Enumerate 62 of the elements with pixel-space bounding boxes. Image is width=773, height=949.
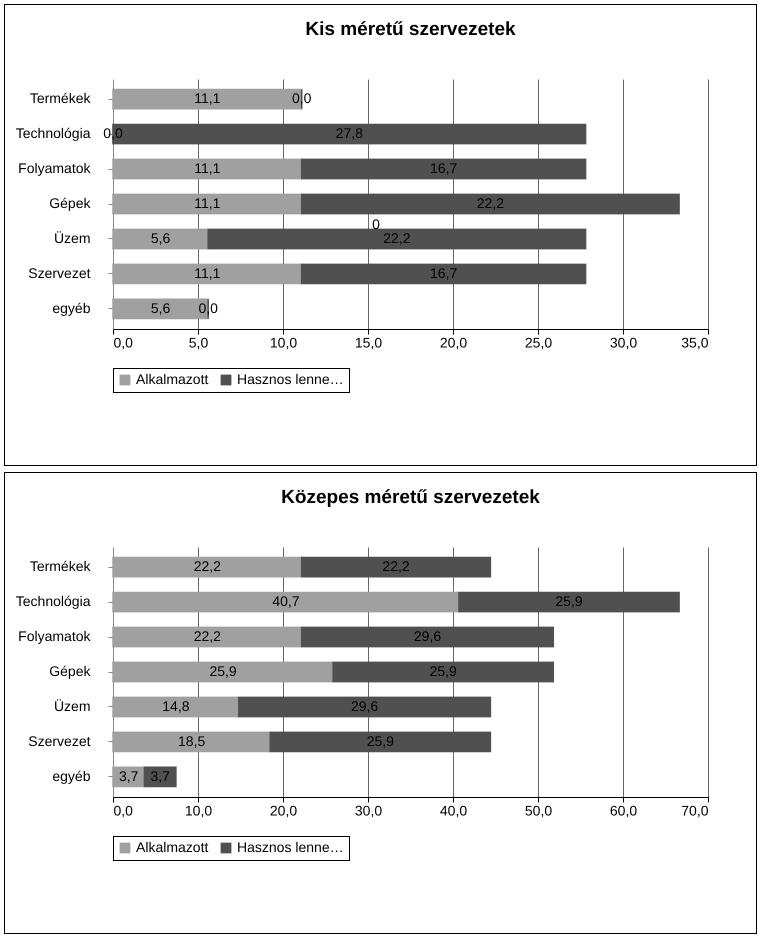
data-label: 25,9	[555, 593, 583, 610]
x-tick-label: 20,0	[440, 334, 468, 350]
x-tick-label: 0,0	[114, 802, 134, 818]
data-label: 22,2	[194, 558, 222, 574]
data-label: 11,1	[194, 264, 221, 281]
y-tick-label: Üzem	[54, 698, 90, 714]
data-label: 11,1	[194, 90, 221, 106]
x-tick-label: 20,0	[270, 802, 298, 818]
legend-label: Hasznos lenne…	[237, 371, 344, 387]
x-tick-label: 30,0	[610, 334, 638, 350]
y-tick-label: egyéb	[52, 300, 91, 316]
data-label: 22,2	[476, 195, 504, 211]
data-label: 18,5	[178, 732, 206, 749]
data-label: 16,7	[430, 160, 458, 176]
data-label: 27,8	[336, 125, 364, 142]
legend-label: Alkalmazott	[136, 371, 208, 387]
y-tick-label: Gépek	[49, 663, 92, 679]
x-tick-label: 0,0	[114, 334, 134, 350]
data-label: 22,2	[382, 558, 410, 574]
data-label: 3,7	[118, 768, 139, 784]
x-tick-label: 40,0	[440, 802, 468, 818]
data-label: 40,7	[272, 593, 300, 610]
data-label: 16,7	[430, 264, 458, 281]
y-tick-label: Szervezet	[28, 264, 91, 281]
y-tick-label: Szervezet	[28, 732, 91, 749]
chart-title: Kis méretű szervezetek	[305, 19, 516, 40]
data-label: 11,1	[194, 195, 221, 211]
legend-label: Hasznos lenne…	[237, 839, 344, 855]
x-tick-label: 60,0	[610, 802, 638, 818]
y-tick-label: Termékek	[30, 90, 92, 106]
data-label: 3,7	[150, 768, 170, 784]
y-tick-label: Üzem	[54, 230, 90, 246]
x-tick-label: 10,0	[184, 802, 212, 818]
data-label: 25,9	[366, 732, 394, 749]
x-tick-label: 15,0	[354, 334, 382, 350]
y-tick-label: Technológia	[16, 125, 91, 142]
x-tick-label: 10,0	[270, 334, 298, 350]
y-tick-label: Technológia	[16, 593, 91, 610]
legend-label: Alkalmazott	[136, 839, 208, 855]
x-tick-label: 35,0	[681, 334, 709, 350]
y-tick-label: Folyamatok	[18, 160, 92, 176]
data-label: 29,6	[414, 628, 442, 644]
y-tick-label: egyéb	[52, 768, 91, 784]
x-tick-label: 30,0	[354, 802, 382, 818]
data-label: 25,9	[209, 663, 237, 679]
data-label: 14,8	[162, 698, 190, 714]
data-label: 11,1	[194, 160, 221, 176]
data-label: 22,2	[194, 628, 222, 644]
y-tick-label: Termékek	[30, 558, 92, 574]
chart-title: Közepes méretű szervezetek	[281, 487, 540, 508]
data-label: 29,6	[350, 698, 378, 714]
data-label: 5,6	[150, 300, 171, 316]
data-label: 25,9	[430, 663, 458, 679]
y-tick-label: Gépek	[49, 195, 92, 211]
x-tick-label: 25,0	[524, 334, 552, 350]
annotation: 0	[372, 216, 380, 232]
x-tick-label: 5,0	[188, 334, 208, 350]
x-tick-label: 70,0	[681, 802, 709, 818]
data-label: 22,2	[383, 230, 411, 246]
x-tick-label: 50,0	[524, 802, 552, 818]
y-tick-label: Folyamatok	[18, 628, 92, 644]
data-label: 5,6	[150, 230, 171, 246]
